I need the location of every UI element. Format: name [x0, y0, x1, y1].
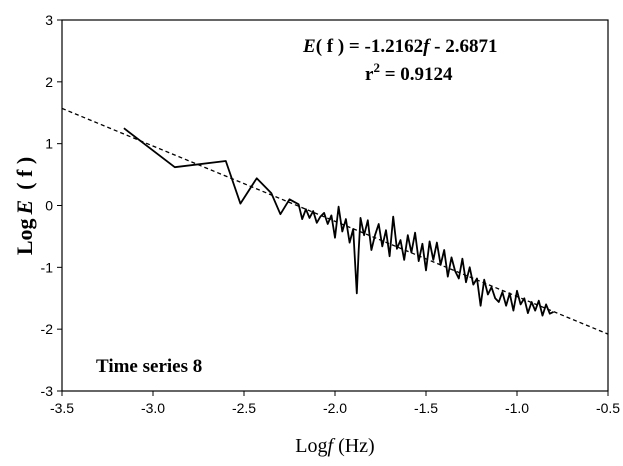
r2-exp: 2 [373, 60, 380, 75]
r-squared: r2 = 0.9124 [365, 60, 453, 85]
eq-rhs-var: f [423, 36, 431, 57]
xlabel-suffix: (Hz) [333, 435, 375, 457]
ylabel-paren: ( f ) [12, 157, 37, 190]
xlabel-prefix: Log [295, 435, 327, 457]
time-series-line [123, 127, 554, 317]
y-tick-label: 0 [45, 198, 53, 214]
fit-equation: E( f ) = -1.2162f - 2.6871 [302, 36, 497, 57]
x-tick-label: -2.5 [232, 400, 256, 416]
y-tick-label: 1 [45, 136, 53, 152]
eq-rhs: = -1.2162 [344, 36, 423, 57]
x-tick-label: -3.0 [141, 400, 165, 416]
eq-lhs-arg: ( f ) [316, 36, 344, 57]
panel-label: Time series 8 [96, 356, 202, 377]
xlabel-var: f [328, 435, 336, 457]
y-tick-label: -2 [41, 321, 54, 337]
y-tick-label: 3 [45, 12, 53, 28]
eq-rhs-tail: - 2.6871 [429, 36, 497, 57]
r2-base: r [365, 64, 374, 85]
ylabel-var: E [12, 200, 37, 216]
eq-lhs-var: E [302, 36, 316, 57]
ylabel-prefix: Log [12, 218, 37, 255]
y-tick-label: -1 [41, 259, 54, 275]
x-tick-label: -0.5 [596, 400, 620, 416]
x-tick-label: -2.0 [323, 400, 347, 416]
x-tick-label: -1.0 [505, 400, 529, 416]
r2-value: = 0.9124 [380, 64, 453, 85]
y-tick-label: -3 [41, 383, 54, 399]
y-tick-label: 2 [45, 74, 53, 90]
x-axis-label: Logf (Hz) [295, 435, 374, 457]
y-axis-label: Log E ( f ) [12, 157, 37, 255]
x-axis-ticks: -3.5 -3.0 -2.5 -2.0 -1.5 -1.0 -0.5 [50, 391, 620, 416]
regression-fit-line [61, 107, 609, 335]
x-tick-label: -3.5 [50, 400, 74, 416]
plot-frame [61, 19, 609, 392]
y-axis-ticks: -3 -2 -1 0 1 2 3 [41, 12, 62, 399]
x-tick-label: -1.5 [414, 400, 438, 416]
